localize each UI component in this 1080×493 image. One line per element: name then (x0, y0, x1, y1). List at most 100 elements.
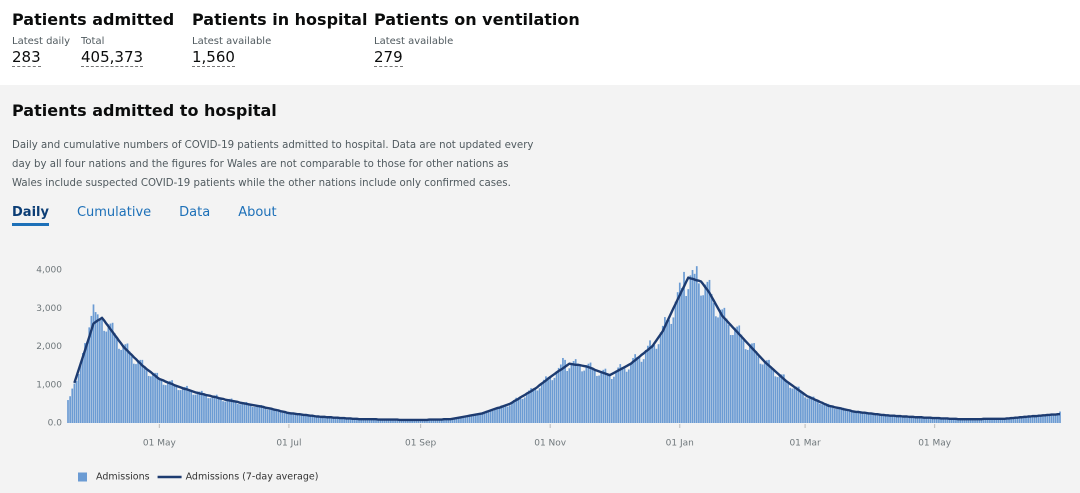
bar (375, 419, 377, 423)
bar (889, 415, 891, 423)
bar (1014, 417, 1017, 423)
bar (989, 418, 991, 423)
bar (863, 413, 866, 423)
bar (1031, 415, 1034, 423)
bar (366, 418, 369, 423)
bar (797, 386, 800, 423)
section-description: Daily and cumulative numbers of COVID-19… (12, 140, 534, 190)
bar (103, 330, 105, 423)
bar (133, 363, 135, 423)
bar (390, 419, 392, 423)
bar (882, 414, 885, 423)
bar (850, 411, 853, 423)
bar (825, 403, 828, 423)
metric-label: Total (81, 36, 105, 47)
bar (980, 419, 983, 423)
bar (262, 406, 265, 423)
bar (419, 419, 422, 423)
bar-series (67, 266, 1061, 423)
bar (999, 418, 1002, 423)
bar (317, 416, 320, 423)
bar (228, 398, 231, 423)
bar (1029, 416, 1032, 423)
bar (464, 416, 467, 423)
bar (908, 417, 911, 423)
bar (530, 388, 532, 423)
headline-card: Patients on ventilation (374, 10, 580, 29)
bar (1046, 415, 1049, 423)
bar (69, 396, 71, 423)
bar (715, 316, 717, 423)
bar (451, 418, 454, 423)
bar (1003, 418, 1006, 423)
bar (385, 419, 388, 423)
bar (923, 418, 925, 423)
bar (791, 388, 794, 423)
bar (753, 343, 755, 423)
bar (793, 386, 796, 423)
bar (411, 419, 413, 423)
tab[interactable]: Daily (12, 205, 49, 226)
bar (568, 368, 571, 423)
bar (203, 393, 205, 423)
bar (1040, 415, 1042, 423)
bar (230, 398, 233, 423)
bar (942, 418, 945, 423)
bar (528, 390, 530, 423)
tab[interactable]: About (238, 205, 277, 220)
bar (421, 419, 424, 423)
bar (279, 411, 282, 423)
tab[interactable]: Data (179, 205, 211, 220)
tab[interactable]: Cumulative (76, 205, 152, 220)
bar (145, 370, 148, 423)
bar (766, 360, 768, 423)
bar (744, 349, 747, 423)
bar (511, 402, 513, 423)
bar (1008, 418, 1010, 423)
bar (1044, 414, 1046, 423)
bar (521, 398, 524, 423)
bar (474, 414, 477, 423)
bar (330, 417, 333, 423)
bar (950, 418, 953, 423)
bar (536, 390, 539, 423)
bar (135, 364, 137, 423)
bar (226, 399, 229, 423)
bar (105, 331, 108, 423)
bar (508, 405, 511, 423)
bar (600, 370, 603, 423)
bar (763, 360, 766, 423)
x-tick-label: 01 Nov (534, 439, 567, 449)
bar (638, 357, 641, 423)
bar (540, 382, 543, 423)
bar (251, 406, 254, 423)
bar (332, 417, 335, 423)
bar (466, 416, 469, 423)
bar (659, 332, 662, 423)
bar (991, 418, 993, 423)
bar (802, 393, 804, 423)
bar (245, 401, 248, 423)
bar (608, 375, 611, 423)
bar (653, 344, 656, 423)
bar (816, 401, 819, 423)
bar (644, 349, 647, 423)
bar (294, 413, 297, 423)
bar (288, 412, 290, 423)
bar (647, 345, 649, 423)
bar (751, 343, 753, 423)
bar (695, 266, 698, 423)
bar (400, 420, 403, 423)
x-tick-label: 01 May (918, 439, 952, 449)
bar (630, 362, 632, 423)
bar (1054, 414, 1057, 423)
bar (861, 413, 864, 423)
bar (394, 419, 396, 423)
bar (693, 273, 696, 423)
headline-title: Patients admitted (12, 10, 175, 29)
bar (496, 407, 498, 423)
bar (972, 418, 974, 423)
bar (517, 398, 520, 423)
bar (774, 376, 777, 423)
bar (598, 375, 600, 423)
